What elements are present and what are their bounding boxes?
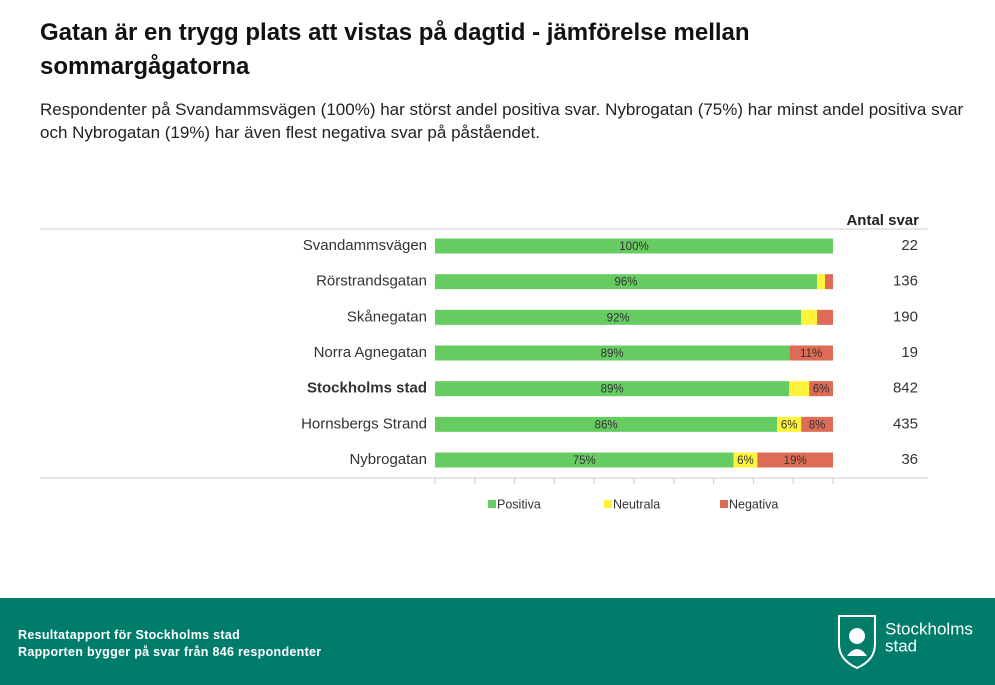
- bar-segment: [809, 381, 833, 397]
- bar-segment: [435, 309, 802, 325]
- logo-text: Stockholms: [885, 619, 973, 638]
- footer-line: Rapporten bygger på svar från 846 respon…: [18, 645, 322, 659]
- value-label: 100%: [619, 241, 648, 253]
- chart-title: Gatan är en trygg plats att vistas på da…: [40, 19, 750, 80]
- value-label: 6%: [813, 384, 830, 396]
- bar-segment: [435, 274, 818, 290]
- footer-line: Resultatapport för Stockholms stad: [18, 628, 241, 642]
- bar-segment: [733, 452, 758, 468]
- legend-label: Negativa: [729, 497, 778, 511]
- category-label: Svandammsvägen: [303, 237, 427, 254]
- count-label: 842: [893, 380, 918, 397]
- logo-shield: [838, 615, 876, 670]
- category-label: Rörstrandsgatan: [316, 273, 427, 290]
- value-label: 11%: [800, 348, 822, 360]
- chart: Antal svar Svandammsvägen 22 100% Rörstrand…: [40, 212, 928, 511]
- count-label: 136: [893, 273, 918, 290]
- category-label: Norra Agnegatan: [314, 344, 427, 361]
- value-label: 89%: [601, 384, 624, 396]
- category-label: Hornsbergs Strand: [301, 415, 427, 432]
- count-label: 435: [893, 415, 918, 432]
- legend-swatch: [720, 500, 728, 508]
- legend-label: Neutrala: [613, 497, 660, 511]
- value-label: 92%: [607, 312, 630, 324]
- value-label: 6%: [737, 455, 754, 467]
- value-label: 19%: [784, 455, 807, 467]
- bar-segment: [435, 416, 778, 432]
- logo-head: [849, 628, 865, 644]
- chart-subtitle: Respondenter på Svandammsvägen (100%) ha…: [40, 100, 964, 142]
- value-label: 6%: [781, 419, 798, 431]
- logo-body: [847, 649, 867, 656]
- bar-segment: [777, 416, 802, 432]
- bar-segment: [817, 274, 826, 290]
- bar-segment: [435, 238, 833, 254]
- bar-segment: [801, 416, 833, 432]
- legend-label: Positiva: [497, 497, 541, 511]
- count-label: 19: [901, 344, 918, 361]
- value-label: 75%: [573, 455, 596, 467]
- bar-segment: [435, 452, 734, 468]
- value-label: 8%: [809, 419, 826, 431]
- count-label: 36: [901, 451, 918, 468]
- count-label: 190: [893, 308, 918, 325]
- bar-segment: [435, 345, 790, 361]
- bar-segment: [757, 452, 833, 468]
- legend-swatch: [488, 500, 496, 508]
- value-label: 86%: [595, 419, 618, 431]
- bar-segment: [789, 345, 833, 361]
- bar-segment: [817, 309, 833, 325]
- bar-segment: [825, 274, 833, 290]
- category-label: Skånegatan: [347, 308, 427, 325]
- count-label: 22: [901, 237, 918, 254]
- value-label: 96%: [615, 277, 638, 289]
- bar-segment: [789, 381, 810, 397]
- bar-segment: [801, 309, 818, 325]
- category-label: Nybrogatan: [349, 451, 427, 468]
- value-label: 89%: [601, 348, 624, 360]
- logo: Stockholms stad: [838, 615, 973, 670]
- counts-header: Antal svar: [846, 212, 919, 229]
- bar-segment: [435, 381, 790, 397]
- logo-text: stad: [885, 636, 917, 655]
- footer: Resultatapport för Stockholms stad Rappo…: [0, 598, 995, 685]
- category-label: Stockholms stad: [307, 380, 427, 397]
- legend-swatch: [604, 500, 612, 508]
